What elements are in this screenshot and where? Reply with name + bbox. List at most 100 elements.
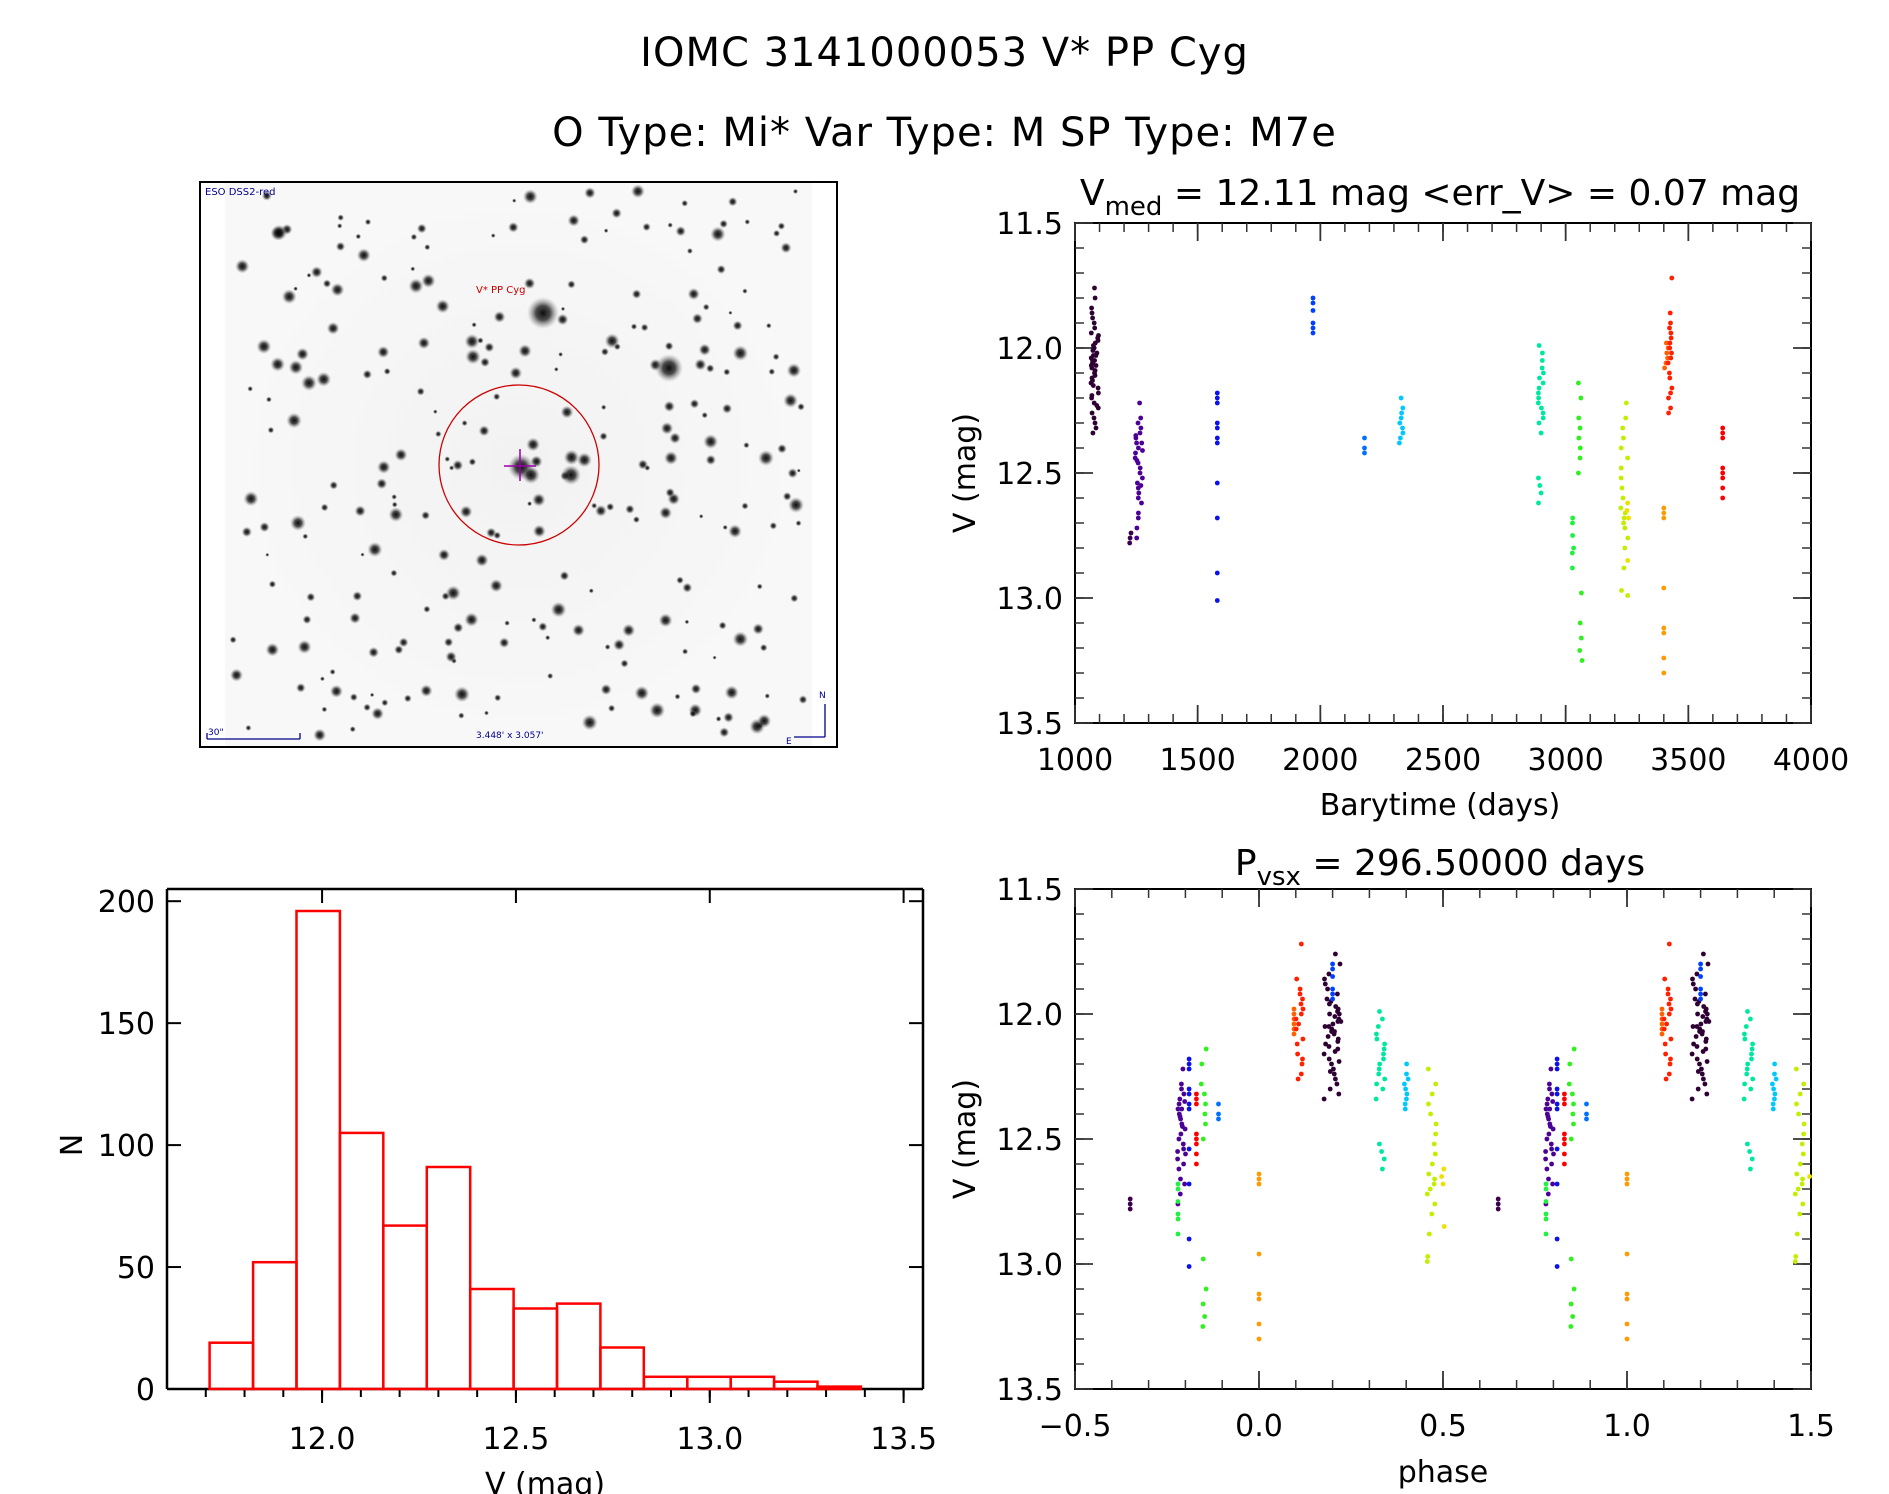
x-tick-label: 1500 — [1159, 743, 1235, 778]
phase-curve-point — [1200, 1324, 1206, 1329]
phase-curve-point — [1584, 1116, 1589, 1122]
phase-curve-point — [1298, 1071, 1304, 1077]
light-curve-point — [1128, 530, 1134, 536]
phase-curve-point — [1624, 1251, 1630, 1257]
phase-curve-point — [1745, 1061, 1751, 1067]
phase-curve-point — [1175, 1156, 1180, 1162]
star — [694, 358, 707, 371]
star — [433, 409, 438, 414]
light-curve-point — [1135, 495, 1141, 501]
star — [765, 322, 772, 329]
phase-curve-point — [1495, 1206, 1501, 1212]
light-curve-point — [1137, 400, 1142, 406]
phase-curve-point — [1545, 1191, 1551, 1197]
phase-curve-point — [1799, 1141, 1805, 1147]
star — [527, 501, 533, 507]
star — [478, 425, 490, 437]
light-curve-point — [1127, 540, 1133, 546]
y-tick-label: 13.0 — [996, 1248, 1063, 1283]
phase-curve-point — [1374, 1081, 1379, 1087]
phase-curve-point — [1175, 1186, 1181, 1192]
phase-curve-point — [1567, 1061, 1573, 1067]
phase-curve-point — [1695, 1011, 1700, 1017]
histogram-bar — [382, 1224, 428, 1391]
light-curve-point — [1720, 495, 1726, 501]
star — [445, 651, 457, 663]
phase-curve-point — [1797, 1091, 1803, 1097]
phase-curve-point — [1566, 1081, 1572, 1087]
phase-curve-point — [1377, 1141, 1382, 1147]
star — [229, 636, 237, 644]
light-curve-xlabel: Barytime (days) — [1320, 788, 1561, 823]
phase-curve-point — [1380, 1166, 1385, 1172]
light-curve-point — [1577, 455, 1583, 461]
phase-curve-point — [1295, 1076, 1301, 1082]
star — [600, 683, 612, 696]
light-curve-point — [1096, 333, 1101, 338]
phase-curve-point — [1568, 1301, 1574, 1307]
light-curve-point — [1536, 500, 1541, 506]
phase-curve-point — [1543, 1231, 1549, 1237]
phase-curve-point — [1571, 1046, 1577, 1052]
y-tick-label: 12.0 — [996, 332, 1063, 367]
light-curve-point — [1096, 390, 1101, 396]
star — [416, 223, 427, 234]
star — [777, 222, 786, 230]
star — [752, 623, 764, 635]
light-curve-point — [1570, 520, 1575, 526]
light-curve-point — [1093, 363, 1099, 368]
phase-curve-point — [1742, 1036, 1748, 1042]
phase-curve-point — [1256, 1321, 1262, 1327]
phase-curve-point — [1749, 1056, 1754, 1062]
histogram-bar — [816, 1385, 863, 1391]
histogram-bar — [512, 1307, 559, 1391]
star — [349, 612, 361, 624]
phase-curve-point — [1554, 1056, 1560, 1062]
phase-curve-point — [1331, 1071, 1337, 1077]
phase-curve-point — [1182, 1099, 1188, 1104]
phase-curve-point — [1624, 1321, 1630, 1327]
star — [676, 576, 684, 585]
phase-curve-point — [1562, 1131, 1567, 1137]
star — [229, 668, 244, 682]
phase-curve-point — [1698, 1021, 1704, 1027]
star — [681, 199, 689, 207]
phase-curve-point — [1698, 961, 1703, 967]
y-tick-label: 0 — [136, 1373, 155, 1408]
phase-curve-point — [1562, 1161, 1567, 1167]
star — [687, 287, 700, 301]
light-curve-point — [1214, 400, 1220, 406]
star — [381, 699, 389, 707]
phase-curve-point — [1792, 1191, 1798, 1197]
light-curve-point — [1400, 425, 1405, 431]
phase-curve-point — [1186, 1086, 1192, 1092]
histogram-bar — [338, 1131, 385, 1391]
phase-curve-point — [1177, 1191, 1183, 1197]
phase-curve-point — [1330, 996, 1335, 1002]
phase-curve-point — [1694, 1056, 1700, 1062]
phase-curve-point — [1426, 1231, 1432, 1237]
light-curve-point — [1661, 655, 1667, 661]
light-curve-point — [1214, 440, 1220, 446]
star — [782, 491, 792, 501]
light-curve-point — [1579, 590, 1584, 596]
histogram-bar — [772, 1380, 819, 1391]
light-curve-point — [1134, 525, 1140, 531]
light-curve-point — [1720, 470, 1726, 476]
star — [526, 437, 541, 452]
light-curve-point — [1539, 365, 1545, 371]
x-tick-label: 0.5 — [1419, 1409, 1467, 1444]
light-curve-point — [1089, 393, 1095, 398]
phase-curve-point — [1194, 1141, 1199, 1147]
phase-curve-point — [1203, 1286, 1209, 1292]
star — [532, 524, 546, 538]
light-curve-point — [1310, 330, 1316, 336]
phase-curve-point — [1186, 1264, 1192, 1269]
phase-curve-point — [1325, 1034, 1331, 1039]
star — [630, 323, 638, 330]
phase-curve-point — [1377, 1009, 1382, 1014]
star — [302, 615, 312, 625]
finder-chart-panel: ESO DSS2-red V* PP Cyg 30" 3.448' x 3.05… — [199, 181, 838, 748]
phase-curve-point — [1801, 1131, 1806, 1137]
phase-curve-point — [1176, 1166, 1182, 1172]
